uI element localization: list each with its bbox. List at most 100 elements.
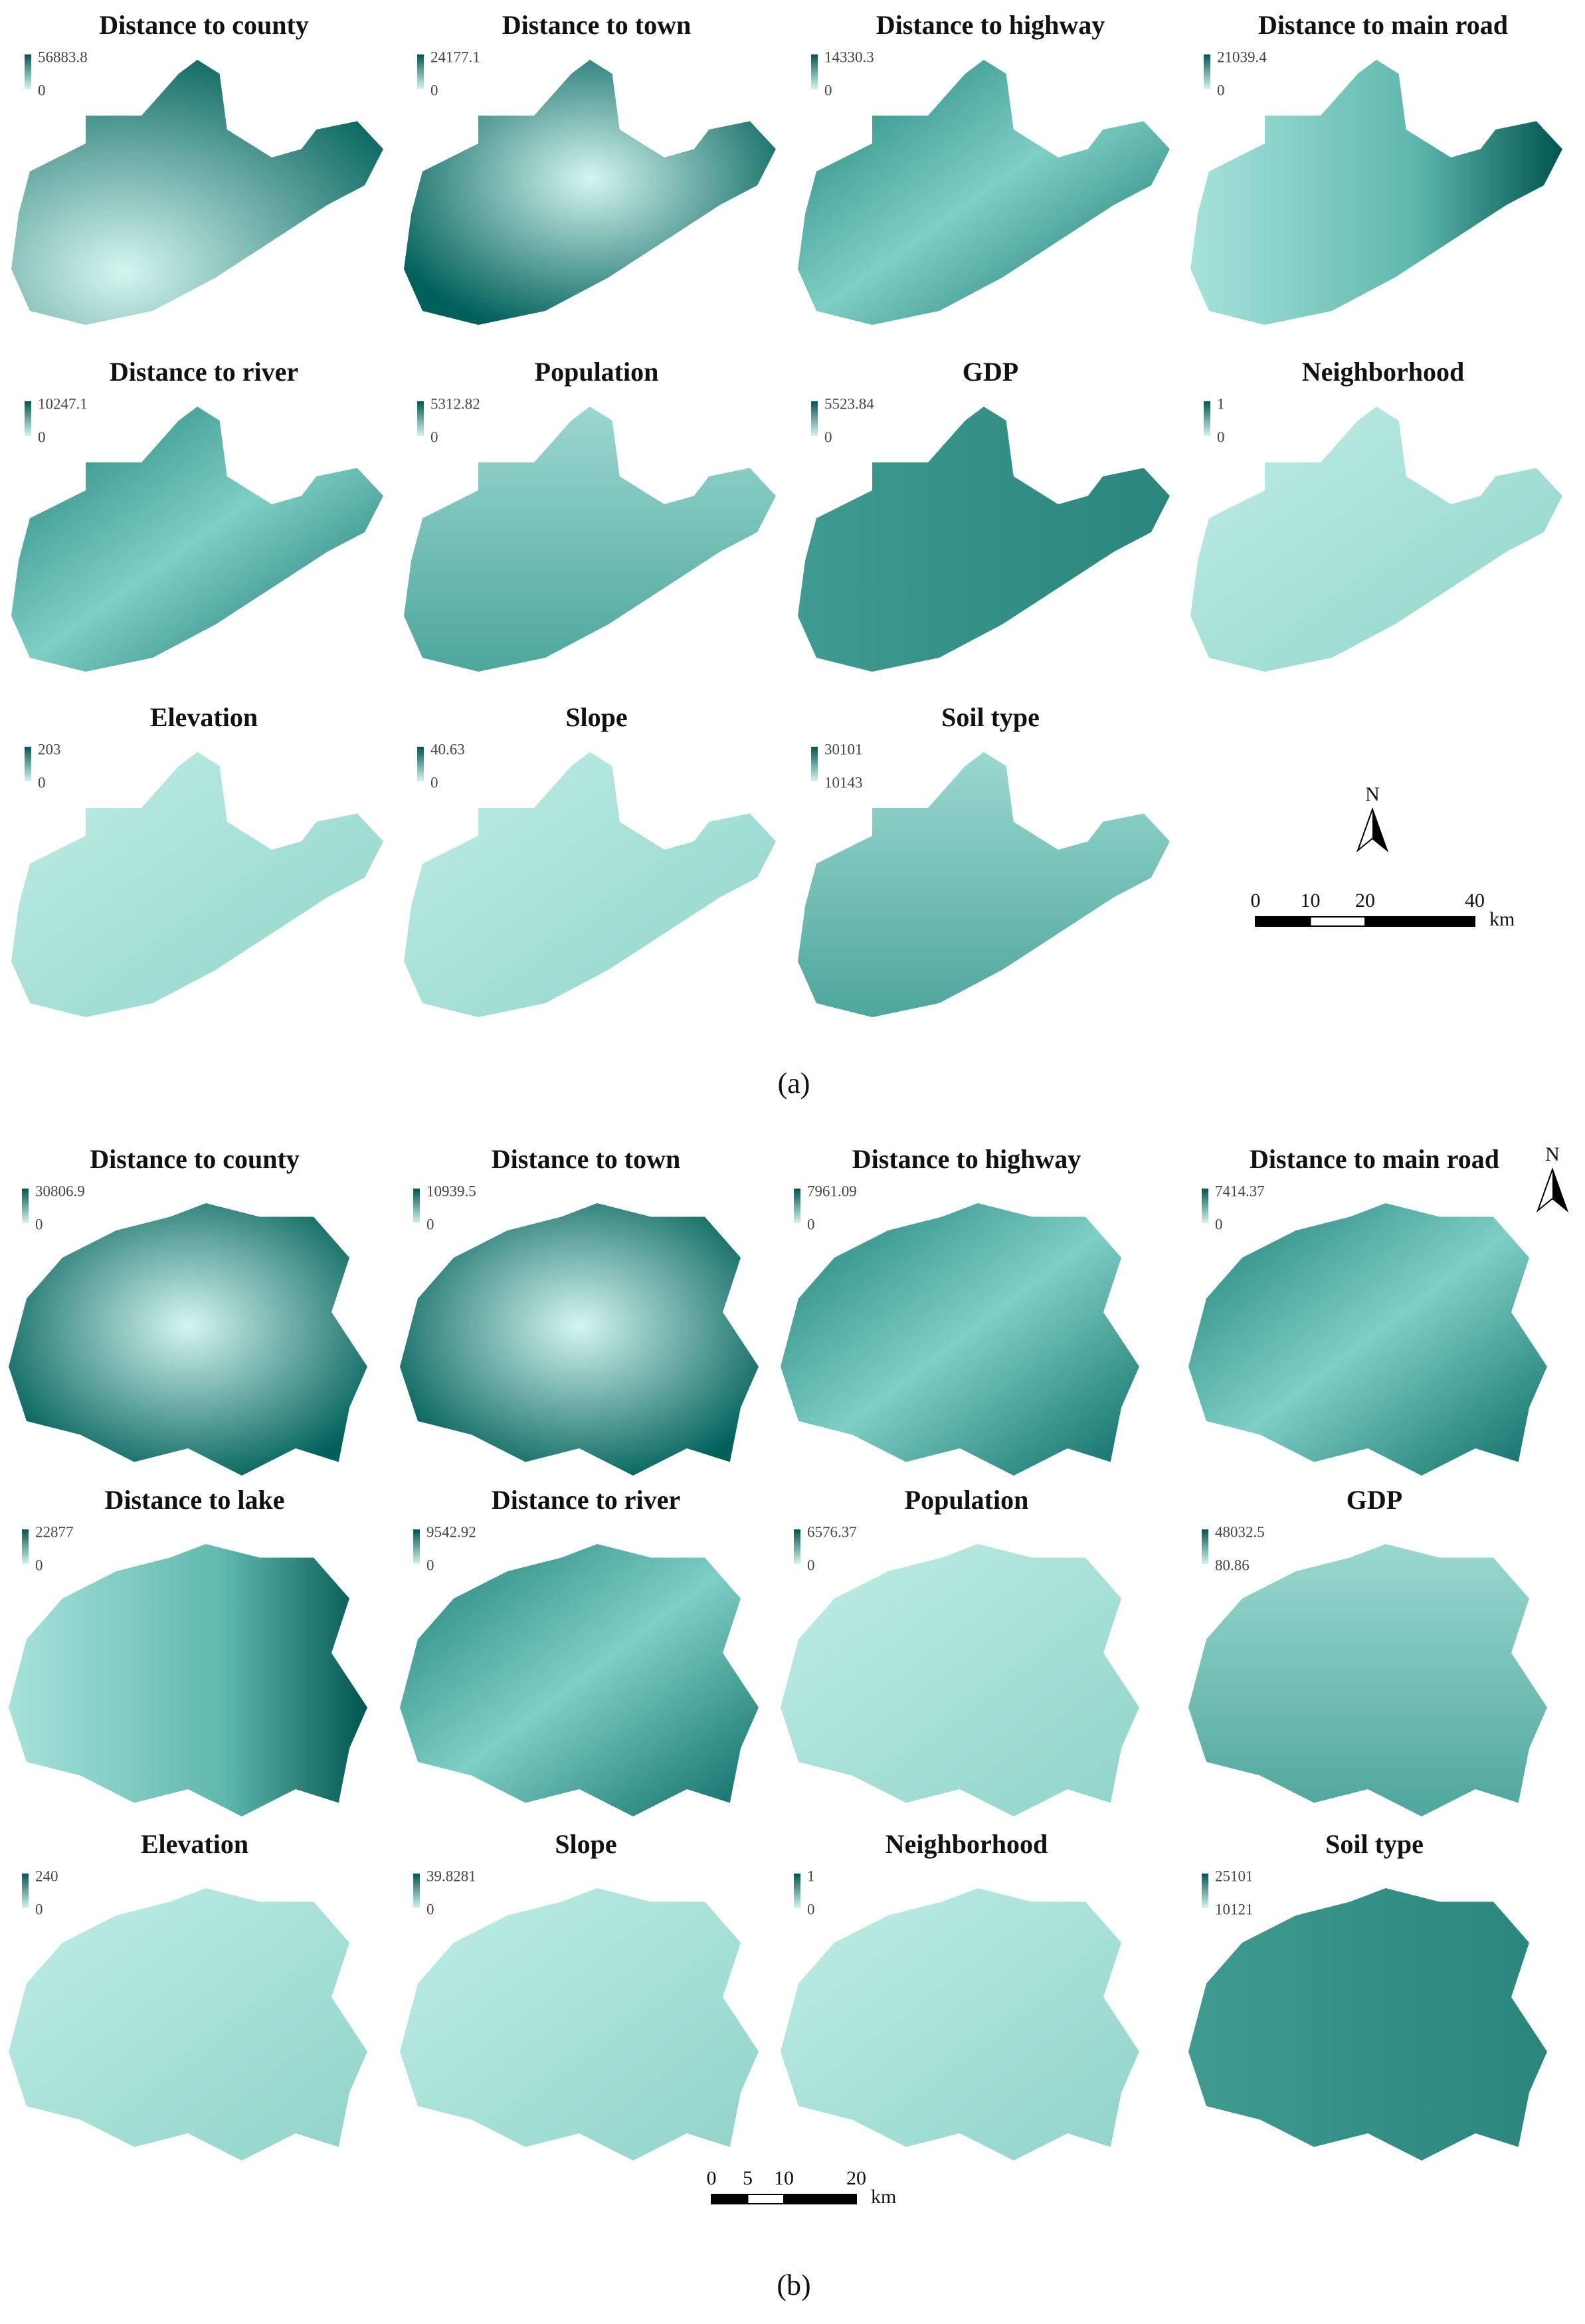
map-panel: Distance to county 30806.9 0	[9, 1144, 367, 1476]
legend-min: 10143	[824, 774, 863, 791]
legend-max: 203	[38, 741, 61, 757]
scale-unit: km	[871, 2186, 896, 2208]
legend-min: 0	[824, 429, 832, 445]
legend-bar	[1204, 401, 1210, 436]
map-title: Population	[535, 357, 659, 387]
map-region	[781, 1544, 1139, 1816]
map-region	[781, 1888, 1139, 2161]
map-title: Population	[905, 1485, 1029, 1515]
map-panel: Neighborhood 1 0	[1190, 357, 1562, 672]
map-title: Distance to county	[90, 1144, 300, 1174]
legend-min: 80.86	[1215, 1557, 1250, 1573]
scale-label: 0	[707, 2167, 717, 2189]
map-region	[11, 752, 383, 1017]
map-panel: Distance to main road 21039.4 0	[1190, 10, 1562, 325]
map-title: GDP	[1347, 1485, 1402, 1515]
map-region	[1188, 1888, 1547, 2161]
legend-bar	[794, 1874, 800, 1908]
map-region	[11, 60, 383, 325]
map-title: Distance to town	[492, 1144, 680, 1174]
legend-bar	[811, 54, 818, 89]
legend-max: 9542.92	[426, 1523, 476, 1540]
legend-bar	[413, 1529, 420, 1564]
legend-max: 21039.4	[1217, 48, 1267, 65]
legend-bar	[22, 1874, 29, 1908]
map-region	[1190, 60, 1562, 325]
map-region	[798, 752, 1170, 1017]
scale-unit: km	[1489, 908, 1515, 930]
north-label: N	[1545, 1143, 1560, 1165]
map-title: Neighborhood	[886, 1829, 1048, 1859]
scale-label: 5	[743, 2167, 753, 2189]
legend-max: 25101	[1215, 1868, 1254, 1884]
map-region	[1190, 407, 1562, 672]
legend-bar	[25, 54, 31, 89]
map-title: GDP	[963, 357, 1018, 387]
scale-label: 10	[1301, 890, 1321, 912]
legend-bar	[811, 401, 818, 436]
map-panel: Distance to highway 7961.09 0	[781, 1144, 1139, 1476]
map-region	[400, 1888, 759, 2161]
scale-label: 40	[1465, 890, 1485, 912]
map-title: Elevation	[150, 702, 258, 732]
legend-max: 7414.37	[1215, 1183, 1265, 1199]
map-panel: Population 6576.37 0	[781, 1485, 1139, 1816]
scale-segment	[1364, 916, 1475, 927]
legend-bar	[794, 1529, 800, 1564]
legend-bar	[22, 1189, 29, 1223]
legend-bar	[413, 1874, 420, 1908]
legend-max: 40.63	[430, 741, 465, 757]
panel-label: (b)	[777, 2269, 810, 2301]
map-panel: GDP 5523.84 0	[798, 357, 1170, 672]
legend-min: 0	[38, 774, 46, 791]
map-region	[11, 407, 383, 672]
legend-max: 6576.37	[807, 1523, 857, 1540]
legend-bar	[811, 747, 818, 781]
legend-max: 1	[1217, 395, 1225, 412]
map-title: Distance to lake	[104, 1485, 284, 1515]
legend-min: 0	[807, 1216, 815, 1232]
legend-min: 0	[807, 1557, 815, 1573]
legend-min: 0	[1215, 1216, 1223, 1232]
legend-min: 0	[807, 1901, 815, 1917]
legend-max: 5523.84	[824, 395, 874, 412]
map-region	[9, 1888, 367, 2161]
legend-bar	[22, 1529, 29, 1564]
legend-min: 0	[1217, 82, 1225, 98]
scale-label: 20	[1355, 890, 1375, 912]
legend-min: 0	[35, 1901, 43, 1917]
legend-min: 0	[426, 1557, 434, 1573]
legend-bar	[417, 401, 424, 436]
legend-max: 30806.9	[35, 1183, 85, 1199]
map-panel: Distance to town 10939.5 0	[400, 1144, 759, 1476]
map-region	[781, 1203, 1139, 1476]
map-panel: Slope 39.8281 0	[400, 1829, 759, 2161]
legend-bar	[25, 747, 31, 781]
map-region	[798, 60, 1170, 325]
map-region	[9, 1544, 367, 1816]
legend-max: 5312.82	[430, 395, 480, 412]
legend-max: 14330.3	[824, 48, 874, 65]
scale-label: 10	[774, 2167, 794, 2189]
legend-bar	[417, 747, 424, 781]
legend-bar	[25, 401, 31, 436]
map-panel: Neighborhood 1 0	[781, 1829, 1139, 2161]
legend-min: 0	[35, 1216, 43, 1232]
north-label: N	[1365, 783, 1380, 805]
map-title: Distance to highway	[876, 10, 1105, 40]
legend-max: 10247.1	[38, 395, 88, 412]
map-panel: Distance to river 9542.92 0	[400, 1485, 759, 1816]
map-title: Distance to river	[492, 1485, 680, 1515]
legend-min: 0	[38, 82, 46, 98]
legend-bar	[1204, 54, 1210, 89]
map-title: Distance to main road	[1258, 10, 1508, 40]
map-panel: Slope 40.63 0	[404, 702, 776, 1017]
legend-min: 0	[430, 429, 438, 445]
map-panel: Elevation 203 0	[11, 702, 383, 1017]
map-title: Distance to river	[110, 357, 298, 387]
legend-bar	[417, 54, 424, 89]
legend-bar	[413, 1189, 420, 1223]
north-arrow-fill	[1372, 809, 1387, 850]
map-region	[400, 1544, 759, 1816]
